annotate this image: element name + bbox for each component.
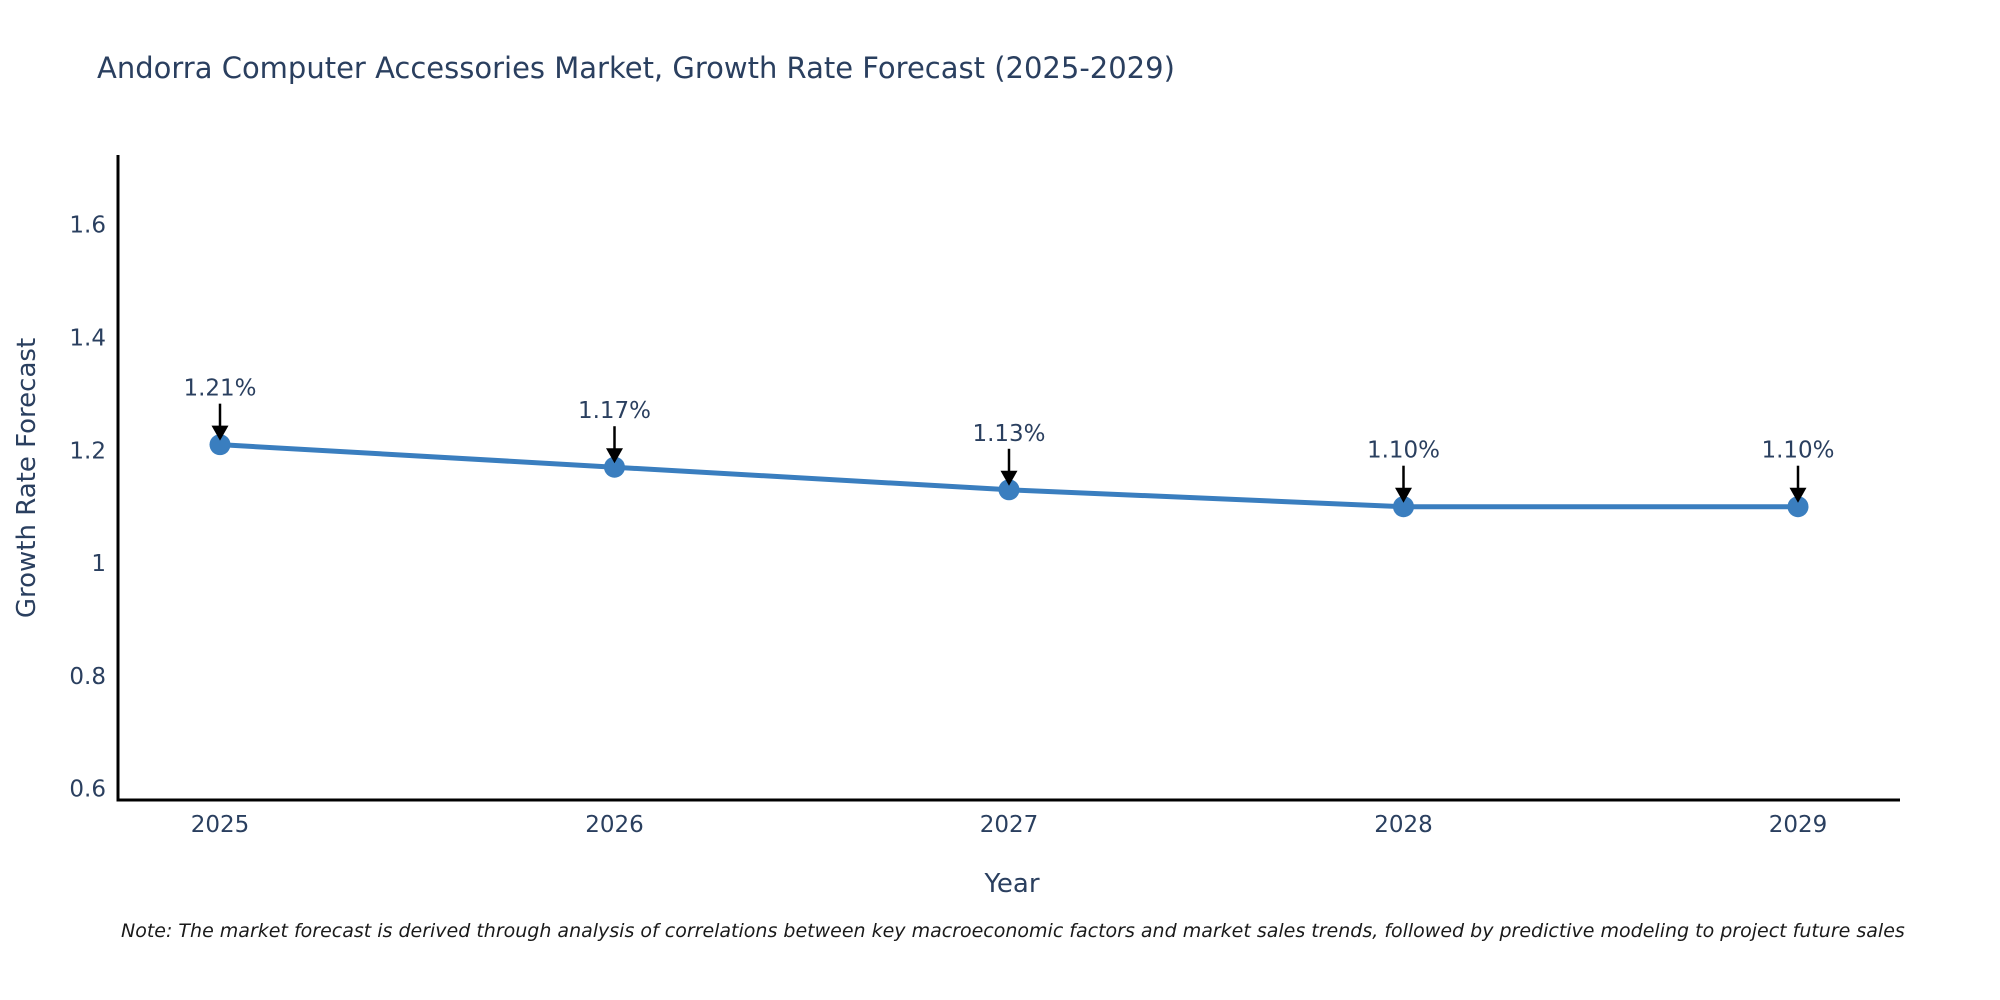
x-tick-label: 2025 <box>191 812 250 838</box>
annotation-arrow-head <box>606 448 623 464</box>
data-point-marker <box>209 434 231 456</box>
annotation-arrow-head <box>1395 487 1412 503</box>
data-point-marker <box>1787 496 1809 518</box>
x-tick-label: 2028 <box>1374 812 1433 838</box>
data-point-marker <box>604 456 625 478</box>
data-point-label: 1.10% <box>1761 438 1834 464</box>
annotation-arrow-head <box>211 425 229 441</box>
x-tick-label: 2027 <box>980 812 1039 838</box>
data-point-label: 1.13% <box>972 421 1045 447</box>
y-tick-label: 0.8 <box>69 664 106 690</box>
data-point-label: 1.21% <box>183 376 256 402</box>
y-tick-label: 0.6 <box>69 777 106 803</box>
chart-title: Andorra Computer Accessories Market, Gro… <box>97 51 1175 85</box>
annotation-arrow-head <box>1000 470 1018 486</box>
annotation-arrow-head <box>1789 487 1807 503</box>
data-point-label: 1.10% <box>1367 438 1440 464</box>
x-axis-title: Year <box>984 869 1040 899</box>
y-tick-label: 1.2 <box>69 438 106 464</box>
y-tick-label: 1.6 <box>69 213 106 239</box>
y-tick-label: 1 <box>91 551 106 577</box>
data-point-marker <box>1393 496 1414 518</box>
x-tick-label: 2029 <box>1769 812 1828 838</box>
chart-footnote: Note: The market forecast is derived thr… <box>121 920 1905 942</box>
data-point-label: 1.17% <box>578 398 651 424</box>
data-point-marker <box>998 479 1020 501</box>
y-tick-label: 1.4 <box>69 325 106 351</box>
x-tick-label: 2026 <box>585 812 644 838</box>
